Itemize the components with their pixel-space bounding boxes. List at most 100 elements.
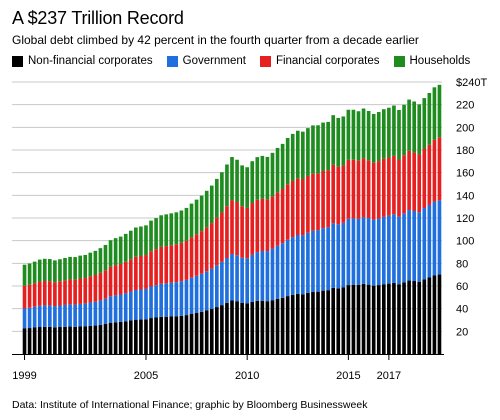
legend-item-non-financial: Non-financial corporates — [12, 55, 153, 67]
bar-segment — [68, 326, 72, 354]
bar-segment — [351, 284, 356, 354]
bar-segment — [68, 304, 72, 327]
bar-stacks — [22, 84, 442, 354]
bar-segment — [366, 218, 371, 285]
y-tick-label: 140 — [456, 190, 474, 202]
chart-title: A $237 Trillion Record — [12, 8, 184, 28]
bar-segment — [128, 259, 133, 292]
bar-segment — [83, 326, 88, 354]
bar-segment — [280, 297, 285, 354]
bar-segment — [37, 281, 42, 306]
bar-segment — [103, 298, 108, 324]
bar-segment — [417, 281, 422, 354]
bar-segment — [275, 147, 280, 193]
bar-segment — [103, 270, 108, 299]
bar-segment — [432, 139, 437, 202]
y-tick-label: 160 — [456, 168, 474, 180]
bar-segment — [27, 328, 32, 354]
bar-segment — [68, 256, 72, 280]
bar-segment — [427, 204, 432, 278]
bar-segment — [139, 319, 143, 354]
bar-segment — [48, 281, 52, 306]
bar-segment — [22, 264, 27, 286]
bar-segment — [220, 305, 224, 354]
bar-segment — [290, 237, 295, 295]
bar-segment — [53, 327, 57, 354]
bar-segment — [78, 326, 83, 354]
bar-segment — [417, 154, 422, 213]
bar-segment — [154, 317, 158, 354]
bar-segment — [245, 258, 249, 304]
legend-item-government: Government — [166, 55, 246, 67]
bar-segment — [164, 246, 169, 284]
bar-segment — [366, 284, 371, 354]
bar-segment — [93, 250, 98, 276]
bar-segment — [169, 213, 174, 246]
bar-segment — [189, 203, 194, 238]
y-tick-label: 80 — [456, 258, 468, 270]
bar-segment — [159, 215, 163, 247]
legend-label-non-financial: Non-financial corporates — [28, 55, 153, 67]
bar-segment — [139, 289, 143, 320]
bar-segment — [432, 275, 437, 354]
bar-segment — [417, 212, 422, 282]
legend-swatch-households — [393, 55, 405, 67]
bar-segment — [326, 170, 330, 228]
bar-segment — [144, 288, 148, 320]
legend-label-financial: Financial corporates — [275, 55, 380, 67]
bar-segment — [356, 284, 361, 354]
legend-swatch-financial — [259, 55, 271, 67]
bar-segment — [204, 227, 209, 272]
bar-segment — [376, 161, 381, 219]
bar-segment — [336, 224, 341, 289]
bar-segment — [331, 223, 336, 288]
x-axis: 1999 2005 2010 2015 2017 — [12, 354, 444, 382]
bar-segment — [285, 239, 290, 297]
bar-segment — [144, 319, 148, 354]
bar-segment — [179, 315, 184, 354]
bar-segment — [270, 196, 275, 249]
bar-segment — [154, 285, 158, 318]
bar-segment — [402, 213, 406, 283]
bar-segment — [265, 156, 270, 200]
bar-segment — [88, 325, 93, 354]
source-note: Data: Institute of International Finance… — [12, 399, 368, 411]
bar-segment — [83, 278, 88, 304]
bar-segment — [209, 223, 214, 269]
bar-segment — [387, 157, 391, 216]
bar-segment — [331, 115, 336, 165]
bar-segment — [250, 301, 255, 354]
bar-segment — [225, 302, 229, 354]
bar-segment — [37, 259, 42, 282]
bar-segment — [48, 326, 52, 354]
bar-segment — [103, 244, 108, 271]
bar-segment — [149, 220, 153, 252]
bar-segment — [179, 242, 184, 282]
bar-segment — [316, 291, 320, 354]
bar-segment — [381, 216, 386, 285]
bar-segment — [280, 143, 285, 189]
bar-segment — [346, 285, 351, 354]
bar-segment — [93, 301, 98, 326]
bar-segment — [63, 304, 67, 327]
bar-segment — [336, 288, 341, 354]
bar-segment — [285, 296, 290, 354]
bar-segment — [346, 159, 351, 219]
bar-segment — [422, 148, 427, 209]
bar-segment — [306, 175, 310, 233]
bar-segment — [240, 257, 244, 303]
bar-segment — [149, 251, 153, 287]
bar-segment — [164, 316, 169, 354]
bar-segment — [209, 268, 214, 310]
bar-segment — [225, 164, 229, 207]
bar-segment — [108, 240, 113, 267]
bar-segment — [392, 105, 396, 156]
bar-segment — [356, 218, 361, 285]
bar-segment — [295, 293, 300, 354]
bar-segment — [88, 276, 93, 303]
bar-segment — [235, 301, 239, 354]
bar-segment — [128, 320, 133, 354]
bar-segment — [159, 316, 163, 354]
bar-segment — [230, 200, 234, 255]
